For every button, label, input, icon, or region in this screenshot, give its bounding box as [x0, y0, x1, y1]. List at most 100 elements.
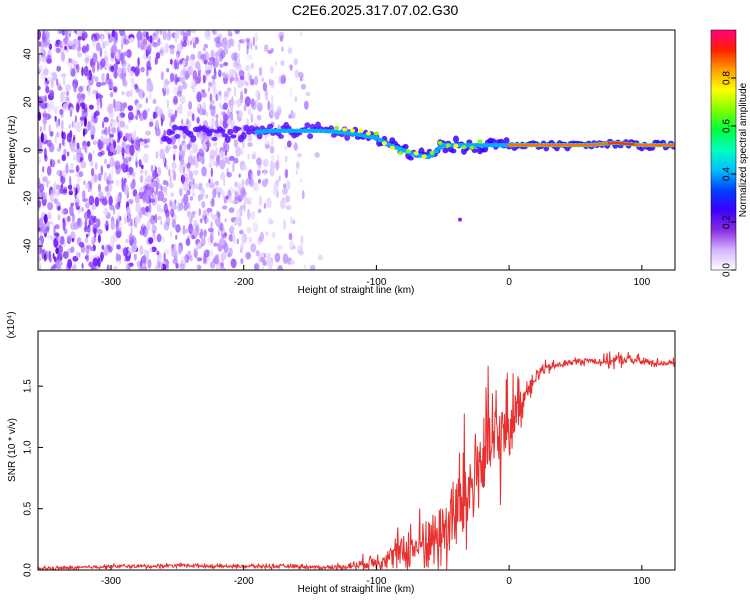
spectrogram-noise-cell: [48, 250, 52, 260]
spectrogram-noise-cell: [258, 104, 263, 110]
spectrogram-noise-cell: [45, 226, 50, 232]
spectrogram-noise-cell: [288, 232, 293, 241]
colorbar-label: Normalized spectral amplitude: [738, 82, 749, 217]
spectrogram-noise-cell: [257, 208, 262, 214]
spectrogram-noise-cell: [105, 77, 112, 85]
spectrogram-noise-cell: [73, 263, 77, 270]
spectrogram-noise-cell: [215, 93, 218, 102]
spectrogram-noise-cell: [187, 65, 194, 76]
spectrogram-noise-cell: [231, 217, 236, 223]
spectrogram-noise-cell: [73, 134, 76, 141]
spectrogram-y-label: Frequency (Hz): [7, 116, 18, 185]
spectrogram-noise-cell: [149, 35, 153, 44]
spectrogram-noise-cell: [65, 265, 68, 270]
spectrogram-noise-cell: [76, 30, 81, 37]
spectrogram-noise-cell: [192, 183, 199, 189]
spectrogram-noise-cell: [57, 214, 61, 221]
spectrogram-noise-cell: [230, 99, 237, 106]
spectrogram-noise-cell: [106, 264, 110, 270]
spectrogram-noise-cell: [232, 231, 236, 242]
spectrogram-noise-cell: [223, 90, 230, 97]
spectrogram-noise-cell: [243, 104, 247, 112]
snr-x-tick-label: 0: [506, 576, 512, 587]
spectrogram-noise-cell: [149, 92, 152, 100]
spectrogram-noise-cell: [126, 49, 132, 59]
spectrogram-noise-cell: [172, 144, 178, 150]
spectrogram-noise-cell: [81, 66, 84, 77]
spectrogram-noise-cell: [210, 221, 213, 229]
spectrogram-noise-cell: [197, 185, 203, 191]
spectrogram-noise-cell: [266, 252, 272, 263]
spectrogram-noise-cell: [43, 253, 47, 262]
spectrogram-noise-cell: [296, 161, 300, 170]
spectrogram-noise-cell: [51, 78, 54, 88]
spectrogram-noise-cell: [220, 267, 226, 270]
spectrogram-noise-cell: [297, 71, 304, 78]
spectrogram-noise-cell: [109, 133, 114, 138]
spectrogram-noise-cell: [51, 221, 54, 227]
spectrogram-noise-cell: [120, 105, 125, 112]
spectrogram-noise-cell: [87, 227, 91, 237]
spectrogram-noise-cell: [178, 103, 183, 115]
spectrogram-noise-cell: [223, 62, 228, 67]
spectrogram-noise-cell: [103, 207, 109, 216]
spectrogram-noise-cell: [87, 85, 92, 97]
spectrogram-noise-cell: [110, 46, 116, 54]
spectrogram-noise-cell: [215, 146, 218, 156]
spectrogram-noise-cell: [138, 138, 144, 143]
spectrogram-noise-cell: [300, 83, 307, 90]
spectrogram-noise-cell: [135, 136, 139, 146]
spectrogram-noise-cell: [256, 169, 261, 176]
spectrogram-noise-cell: [123, 64, 127, 74]
spectrogram-noise-cell: [185, 238, 191, 247]
snr-x-tick-label: -100: [366, 576, 386, 587]
spectrogram-noise-cell: [80, 160, 87, 169]
spectrogram-noise-cell: [120, 36, 126, 46]
spectrogram-ridge-peak: [373, 131, 379, 136]
spectrogram-noise-cell: [146, 175, 153, 183]
spectrogram-noise-cell: [145, 67, 149, 77]
spectrogram-noise-cell: [136, 30, 143, 41]
spectrogram-noise-cell: [261, 77, 264, 82]
spectrogram-noise-cell: [155, 184, 159, 193]
spectrogram-noise-cell: [116, 115, 119, 123]
spectrogram-noise-cell: [284, 195, 291, 203]
spectrogram-noise-cell: [44, 154, 48, 162]
spectrogram-noise-cell: [255, 250, 260, 257]
spectrogram-noise-cell: [201, 237, 204, 246]
spectrogram-noise-cell: [175, 224, 181, 233]
spectrogram-noise-cell: [106, 72, 110, 81]
spectrogram-noise-cell: [117, 211, 120, 221]
spectrogram-noise-cell: [169, 46, 175, 55]
spectrogram-noise-cell: [237, 194, 243, 202]
spectrogram-noise-cell: [223, 242, 229, 254]
spectrogram-noise-cell: [251, 78, 255, 86]
spectrogram-noise-cell: [57, 86, 63, 91]
spectrogram-noise-cell: [126, 218, 131, 223]
spectrogram-noise-cell: [215, 35, 221, 44]
spectrogram-noise-cell: [78, 252, 81, 258]
snr-y-label: SNR (10 * v/v): [7, 418, 18, 482]
spectrogram-noise-cell: [176, 90, 182, 97]
spectrogram-noise-cell: [200, 53, 205, 61]
spectrogram-noise-cell: [258, 195, 263, 207]
spectrogram-noise-cell: [125, 90, 131, 98]
spectrogram-ridge-peak: [350, 128, 355, 133]
spectrogram-noise-cell: [244, 81, 249, 86]
spectrogram-noise-cell: [162, 186, 168, 193]
spectrogram-noise-cell: [169, 182, 174, 189]
spectrogram-noise-cell: [183, 203, 188, 211]
spectrogram-noise-cell: [80, 102, 86, 108]
spectrogram-noise-cell: [163, 80, 166, 92]
spectrogram-noise-cell: [115, 229, 122, 239]
spectrogram-noise-cell: [268, 219, 274, 225]
spectrogram-noise-cell: [224, 232, 227, 237]
spectrogram-noise-cell: [155, 120, 159, 129]
spectrogram-noise-cell: [187, 202, 190, 209]
spectrogram-noise-cell: [38, 230, 43, 236]
spectrogram-noise-cell: [43, 213, 48, 224]
spectrogram-noise-cell: [67, 40, 74, 46]
spectrogram-noise-cell: [190, 53, 196, 61]
spectrogram-noise-cell: [118, 191, 122, 197]
spectrogram-noise-cell: [149, 182, 155, 191]
